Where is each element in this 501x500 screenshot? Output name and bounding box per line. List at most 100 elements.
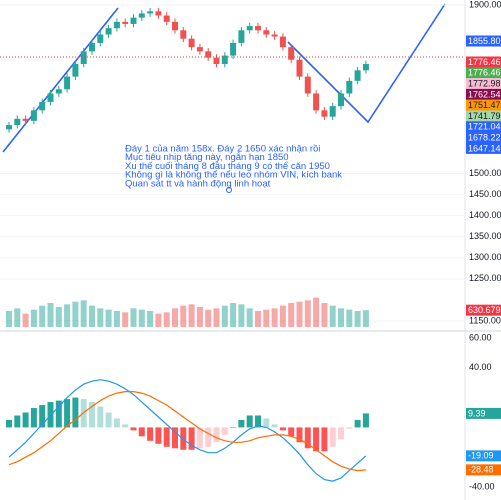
candle-body — [122, 21, 129, 24]
trend-line — [287, 3, 446, 124]
volume-bar — [6, 311, 12, 327]
volume-bar — [64, 304, 71, 327]
volume-bar — [230, 303, 237, 327]
histogram-bar — [55, 400, 62, 428]
candle-body — [155, 11, 162, 16]
volume-bar — [163, 312, 170, 327]
candle-body — [362, 63, 369, 71]
candle-body — [213, 57, 220, 64]
axis-tag — [466, 35, 501, 47]
volume-bar — [22, 313, 29, 327]
y-tick-label: 1900.00 — [469, 0, 501, 9]
y-tick-label: 1250.00 — [469, 273, 501, 283]
axis-tag — [466, 142, 501, 154]
candle-body — [55, 89, 62, 94]
axis-tag-label: 1855.80 — [468, 36, 501, 46]
histogram-bar — [263, 418, 270, 428]
y-tick-label: 1350.00 — [469, 231, 501, 241]
annotation: Đáy 1 của năm 158x. Đáy 2 1650 xác nhận … — [125, 144, 342, 190]
volume-bar — [362, 310, 369, 327]
volume-bar — [255, 311, 261, 327]
histogram-bar — [113, 418, 120, 428]
candle-body — [14, 118, 21, 126]
volume-bar — [172, 308, 178, 327]
candle-body — [180, 30, 187, 39]
candle-body — [304, 76, 311, 94]
axis-tag-label: 1647.14 — [468, 143, 501, 153]
volume-bar — [321, 303, 328, 327]
volume-bar — [346, 309, 353, 327]
candle-body — [30, 110, 37, 121]
y-tick-label: 60.00 — [469, 332, 492, 342]
candle-body — [97, 34, 104, 43]
volume-bar — [221, 305, 228, 327]
candle-body — [105, 28, 112, 35]
histogram-bar — [205, 427, 212, 447]
histogram-bar — [304, 427, 311, 449]
candle-body — [6, 125, 12, 130]
candle-body — [279, 36, 286, 48]
axis-tag-label: 630.679M — [468, 305, 501, 315]
histogram-bar — [329, 427, 336, 447]
candle-body — [188, 38, 195, 48]
candle-body — [80, 51, 87, 64]
histogram-bar — [338, 427, 344, 440]
annotation-line: Quan sát tt và hành động linh hoạt — [125, 178, 271, 189]
candle-body — [72, 63, 79, 77]
candle-body — [255, 26, 261, 31]
histogram-bar — [97, 406, 104, 428]
volume-bar — [30, 309, 37, 327]
axis-tag-label: -19.09 — [468, 451, 494, 461]
histogram-bar — [155, 427, 162, 444]
candle-body — [47, 93, 54, 102]
candle-body — [329, 106, 336, 117]
axis-tag — [466, 304, 501, 316]
annotation-line: Mục tiêu nhịp tăng này, ngắn hạn 1850 — [125, 152, 289, 163]
histogram-bar — [230, 427, 237, 428]
volume-bar — [188, 304, 195, 327]
volume-bar — [97, 308, 104, 327]
candle-body — [263, 30, 270, 35]
histogram-bar — [255, 415, 261, 428]
histogram-bar — [196, 427, 203, 449]
volume-bar — [72, 301, 79, 327]
histogram-bar — [346, 427, 353, 429]
candle-body — [196, 47, 203, 52]
axis-tag — [466, 121, 501, 133]
histogram-bar — [64, 399, 71, 428]
histogram-bar — [147, 427, 154, 441]
volume-bar — [304, 300, 311, 327]
histogram-bar — [271, 424, 278, 428]
y-tick-label: -40.00 — [469, 481, 495, 491]
candle-body — [296, 59, 303, 77]
histogram-bar — [296, 427, 303, 443]
candle-body — [89, 42, 95, 52]
histogram-bar — [130, 427, 137, 431]
y-tick-label: 1400.00 — [469, 210, 501, 220]
candle-body — [39, 101, 46, 111]
volume-bar — [122, 312, 129, 327]
volume-bar — [246, 308, 253, 327]
histogram-bar — [122, 424, 129, 428]
candle-body — [130, 17, 137, 24]
axis-tag — [466, 88, 501, 100]
volume-bar — [329, 305, 336, 327]
axis-tag-label: 1776.46 — [468, 57, 501, 67]
histogram-bar — [172, 427, 178, 449]
volume-bar — [271, 308, 278, 327]
axis-tag — [466, 407, 501, 419]
y-tick-label: 1150.00 — [469, 315, 501, 325]
volume-bar — [155, 313, 162, 327]
axis-tag-label: 1678.22 — [468, 132, 501, 142]
volume-bar — [205, 309, 212, 327]
annotation-icon — [226, 187, 232, 193]
candle-body — [163, 15, 170, 22]
volume-bar — [313, 297, 320, 327]
candle-body — [113, 21, 120, 29]
histogram-bar — [163, 427, 170, 447]
candle-body — [138, 13, 145, 18]
y-tick-label: 1300.00 — [469, 252, 501, 262]
histogram-bar — [246, 415, 253, 428]
volume-bar — [147, 311, 154, 327]
volume-bar — [39, 305, 46, 327]
